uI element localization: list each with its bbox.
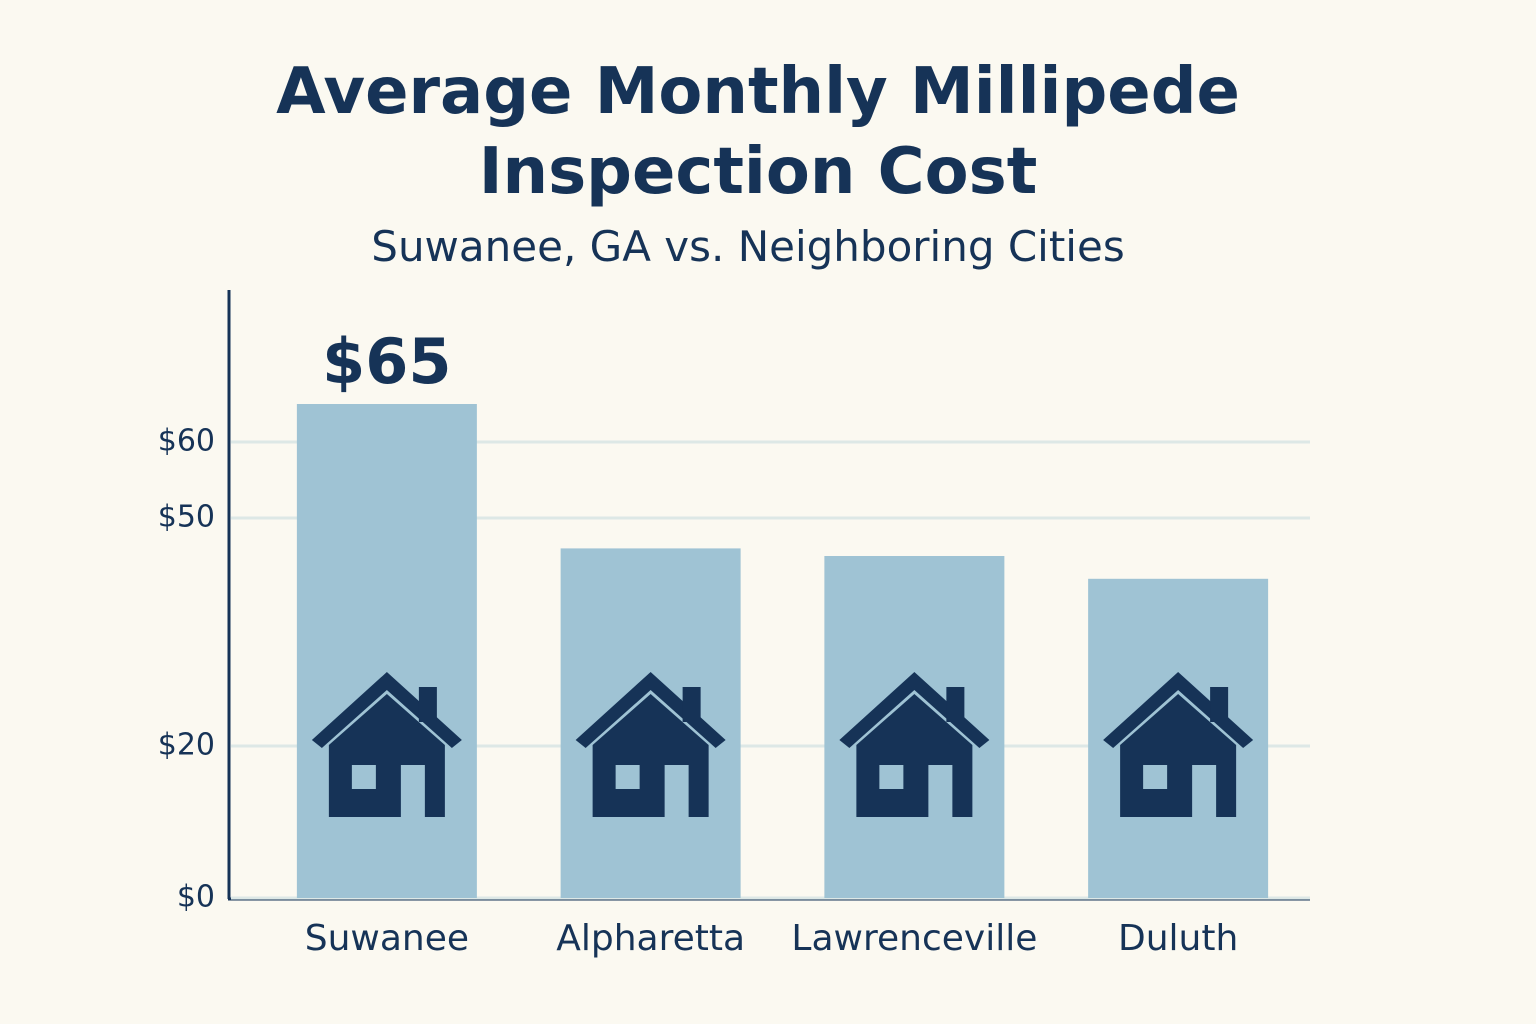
house-icon	[311, 672, 462, 817]
house-roof	[575, 672, 726, 748]
y-tick-label: $50	[158, 500, 215, 535]
house-chimney	[946, 687, 965, 722]
house-chimney	[418, 687, 437, 722]
chart-title: Average Monthly Millipede Inspection Cos…	[276, 55, 1240, 209]
house-window	[351, 765, 376, 789]
chart-subtitle: Suwanee, GA vs. Neighboring Cities	[371, 222, 1125, 271]
value-label: $65	[322, 325, 451, 398]
y-tick-label: $0	[177, 880, 215, 915]
house-icon	[1103, 672, 1254, 817]
bar	[296, 404, 477, 898]
x-tick-label: Suwanee	[305, 918, 469, 959]
house-window	[879, 765, 904, 789]
house-roof	[1103, 672, 1254, 748]
x-tick-label: Lawrenceville	[791, 918, 1037, 959]
x-tick-label: Duluth	[1118, 918, 1238, 959]
house-roof	[311, 672, 462, 748]
house-roof	[839, 672, 990, 748]
x-tick-label: Alpharetta	[556, 918, 745, 959]
house-icon	[575, 672, 726, 817]
house-window	[615, 765, 640, 789]
y-tick-label: $60	[158, 424, 215, 459]
house-icon	[839, 672, 990, 817]
house-chimney	[682, 687, 701, 722]
house-window	[1143, 765, 1168, 789]
house-chimney	[1210, 687, 1229, 722]
y-tick-label: $20	[158, 728, 215, 763]
